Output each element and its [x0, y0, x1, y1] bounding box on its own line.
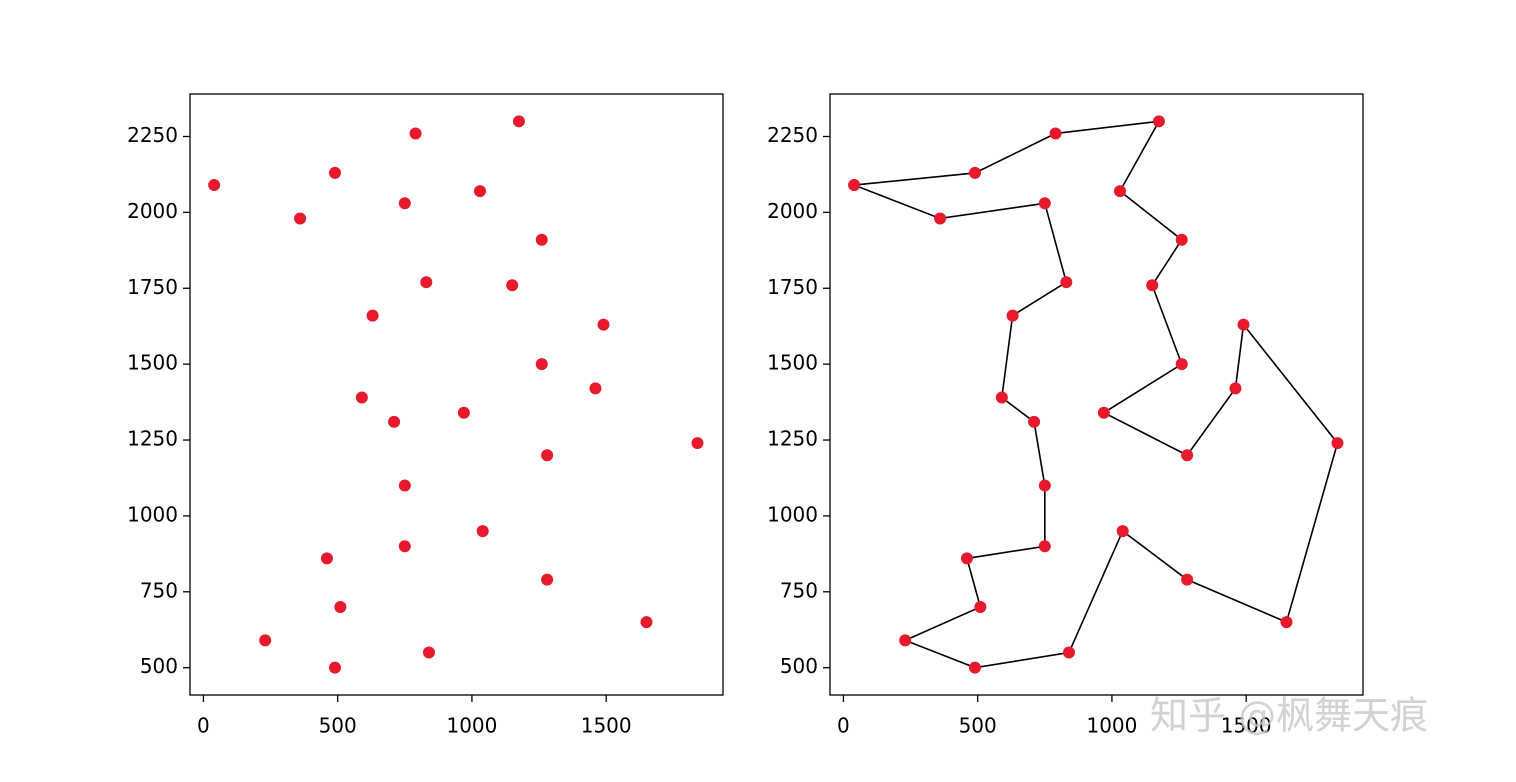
point: [848, 179, 861, 192]
point: [1181, 449, 1194, 462]
point: [457, 406, 470, 419]
y-tick-label: 2250: [127, 123, 178, 147]
point: [1237, 318, 1250, 331]
point: [1038, 540, 1051, 553]
y-tick-label: 1500: [767, 351, 818, 375]
point: [1331, 437, 1344, 450]
plot-frame: [829, 93, 1364, 696]
point: [1060, 276, 1073, 289]
point: [899, 634, 912, 647]
x-tick-label: 1000: [446, 714, 497, 738]
y-tick-label: 750: [140, 578, 178, 602]
point: [1113, 185, 1126, 198]
point: [597, 318, 610, 331]
point: [473, 185, 486, 198]
x-tick-label: 0: [837, 714, 850, 738]
point: [334, 600, 347, 613]
point: [388, 415, 401, 428]
point: [589, 382, 602, 395]
point: [691, 437, 704, 450]
y-tick-label: 2000: [767, 199, 818, 223]
point: [420, 276, 433, 289]
y-tick-label: 500: [780, 654, 818, 678]
point: [259, 634, 272, 647]
point: [1062, 646, 1075, 659]
y-tick-label: 1750: [767, 275, 818, 299]
point: [1175, 233, 1188, 246]
point: [320, 552, 333, 565]
point: [640, 616, 653, 629]
y-tick-label: 1500: [127, 351, 178, 375]
point: [366, 309, 379, 322]
point: [1028, 415, 1041, 428]
point: [1116, 525, 1129, 538]
y-tick-label: 1250: [767, 427, 818, 451]
point: [1175, 358, 1188, 371]
route-line: [853, 120, 1339, 669]
point: [541, 449, 554, 462]
point: [1049, 127, 1062, 140]
x-tick-label: 500: [959, 714, 997, 738]
point: [974, 600, 987, 613]
y-tick-label: 1000: [127, 502, 178, 526]
point: [1097, 406, 1110, 419]
point: [422, 646, 435, 659]
point: [1038, 197, 1051, 210]
point: [328, 661, 341, 674]
point: [960, 552, 973, 565]
point: [968, 166, 981, 179]
point: [355, 391, 368, 404]
point: [1006, 309, 1019, 322]
y-tick-label: 1000: [767, 502, 818, 526]
point: [968, 661, 981, 674]
y-tick-label: 1250: [127, 427, 178, 451]
y-tick-label: 750: [780, 578, 818, 602]
point: [934, 212, 947, 225]
x-tick-label: 1500: [581, 714, 632, 738]
y-tick-label: 2000: [127, 199, 178, 223]
point: [208, 179, 221, 192]
watermark: 知乎 @枫舞天痕: [1150, 694, 1428, 738]
point: [294, 212, 307, 225]
point: [398, 540, 411, 553]
point: [1280, 616, 1293, 629]
x-tick-label: 1000: [1086, 714, 1137, 738]
point: [1152, 115, 1165, 128]
y-tick-label: 1750: [127, 275, 178, 299]
point: [398, 197, 411, 210]
point: [398, 479, 411, 492]
point: [328, 166, 341, 179]
x-tick-label: 0: [197, 714, 210, 738]
x-tick-label: 1500: [1221, 714, 1272, 738]
point: [1146, 279, 1159, 292]
point: [409, 127, 422, 140]
point: [476, 525, 489, 538]
point: [535, 233, 548, 246]
plot-frame: [189, 93, 724, 696]
point: [1181, 573, 1194, 586]
y-tick-label: 2250: [767, 123, 818, 147]
point: [995, 391, 1008, 404]
point: [1229, 382, 1242, 395]
point: [506, 279, 519, 292]
point: [535, 358, 548, 371]
point: [541, 573, 554, 586]
point: [1038, 479, 1051, 492]
x-tick-label: 500: [319, 714, 357, 738]
point: [512, 115, 525, 128]
y-tick-label: 500: [140, 654, 178, 678]
